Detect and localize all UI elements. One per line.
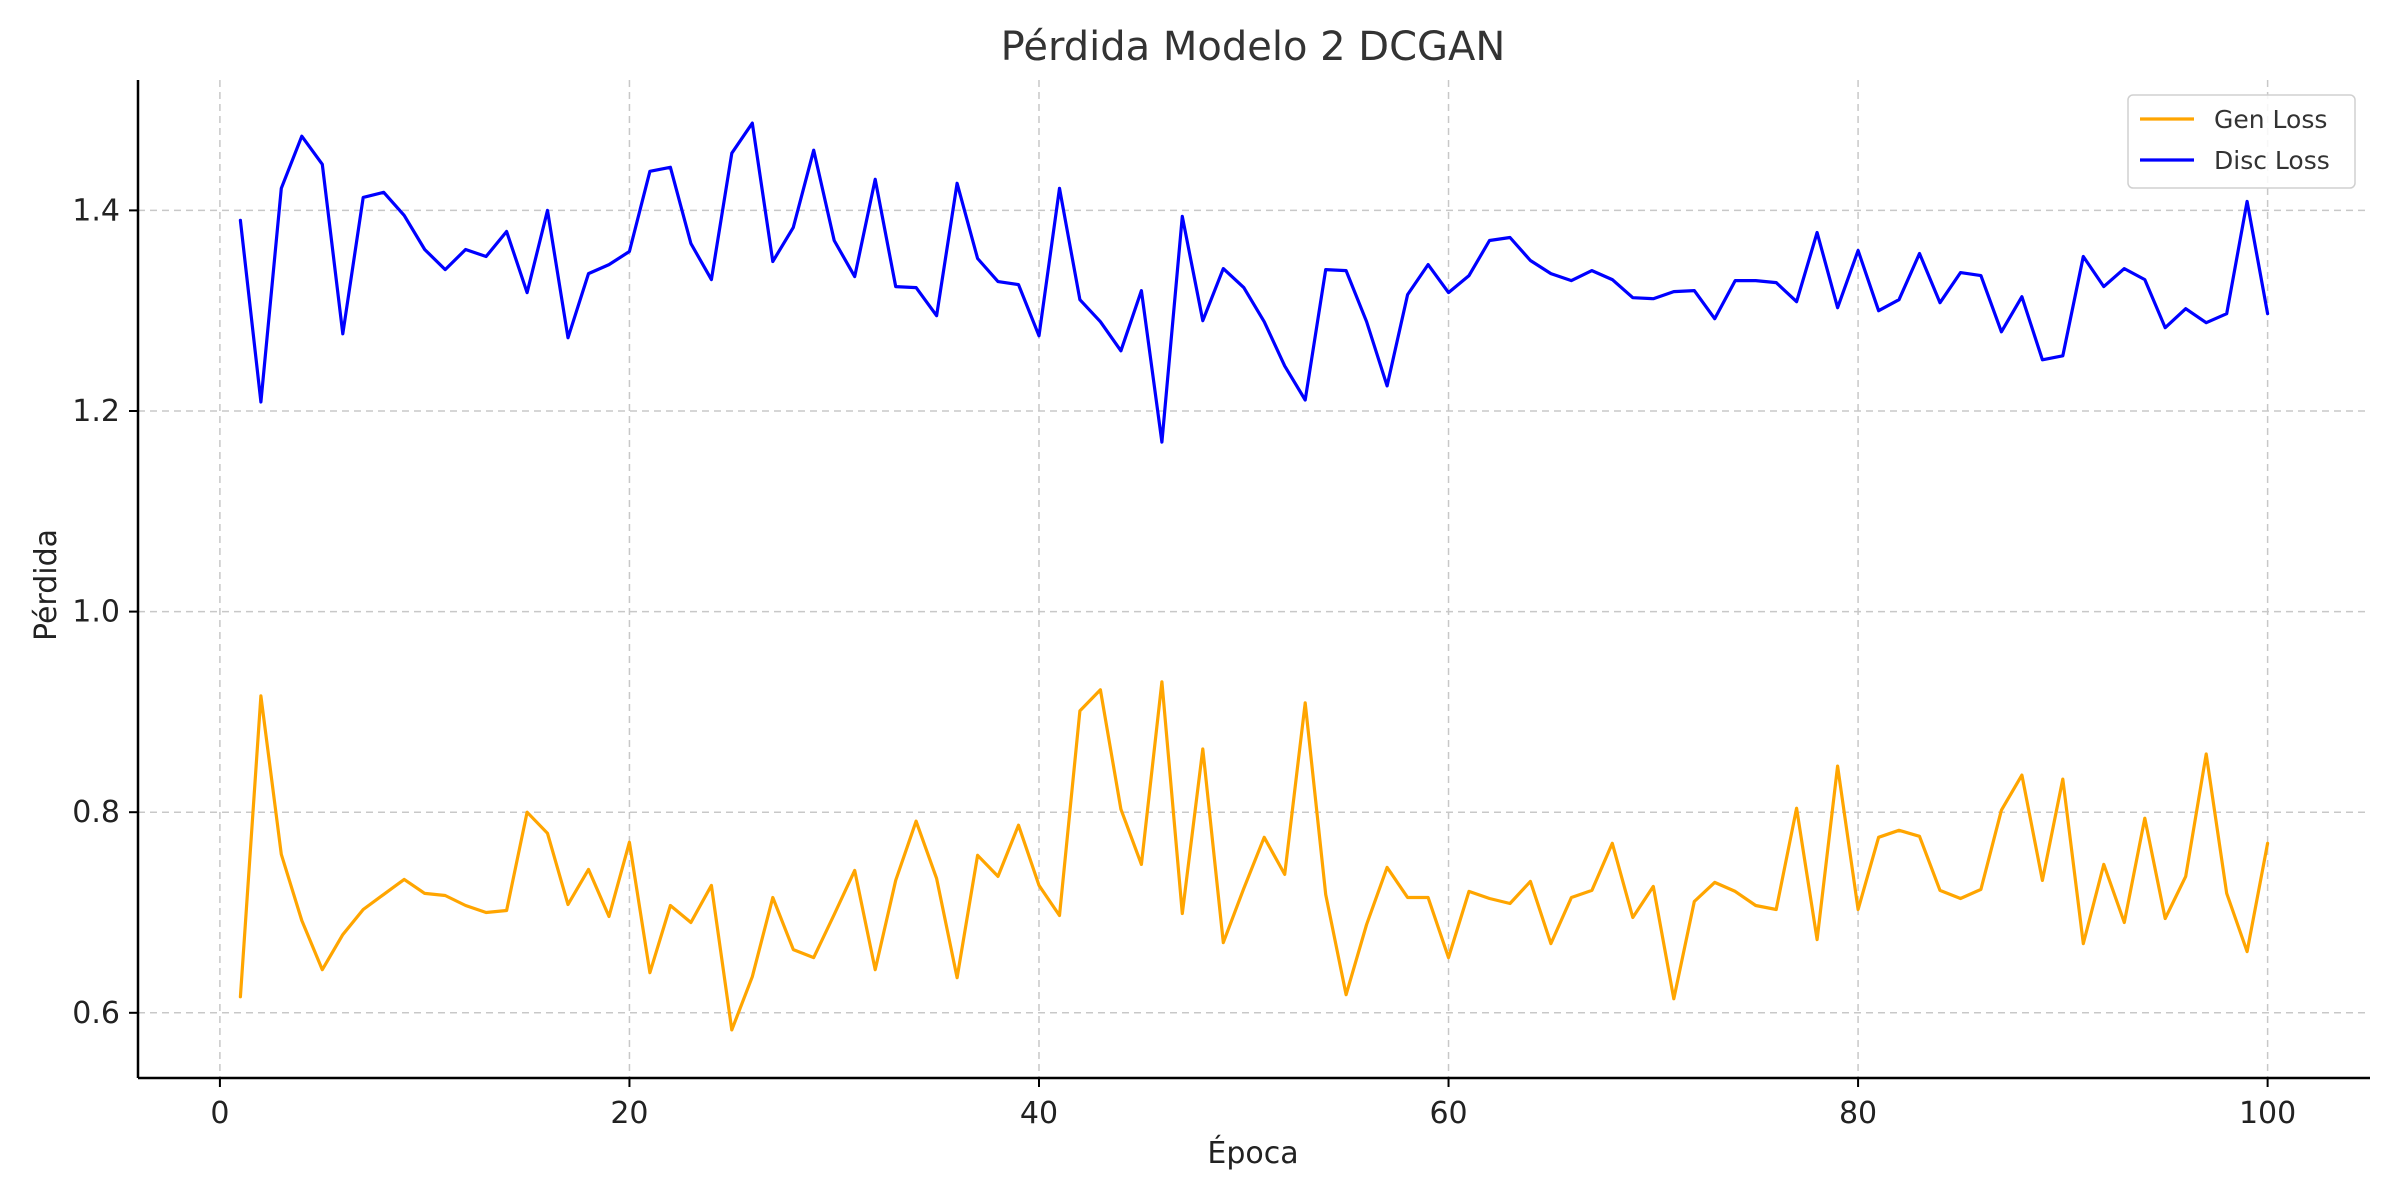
x-tick-label: 80 — [1839, 1096, 1877, 1131]
grid — [138, 80, 2370, 1078]
y-tick-label: 1.4 — [72, 193, 120, 228]
legend-label-disc-loss: Disc Loss — [2214, 146, 2330, 175]
x-tick-label: 0 — [210, 1096, 229, 1131]
legend-label-gen-loss: Gen Loss — [2214, 105, 2327, 134]
x-tick-label: 100 — [2239, 1096, 2296, 1131]
x-tick-label: 40 — [1020, 1096, 1058, 1131]
x-tick-label: 20 — [610, 1096, 648, 1131]
y-tick-label: 0.6 — [72, 996, 120, 1031]
legend: Gen Loss Disc Loss — [2127, 94, 2356, 189]
y-axis-label: Pérdida — [29, 529, 64, 641]
y-tick-label: 0.8 — [72, 795, 120, 830]
axes: 0 20 40 60 80 100 0.6 0.8 1.0 1.2 1.4 — [72, 80, 2370, 1131]
chart-title: Pérdida Modelo 2 DCGAN — [1001, 24, 1506, 70]
y-tick-label: 1.2 — [72, 394, 120, 429]
gen-loss-series-line — [238, 680, 2270, 1032]
series-lines — [238, 121, 2270, 1032]
disc-loss-series-line — [238, 121, 2270, 444]
x-axis-label: Época — [1207, 1135, 1298, 1171]
x-tick-label: 60 — [1429, 1096, 1467, 1131]
y-tick-label: 1.0 — [72, 595, 120, 630]
